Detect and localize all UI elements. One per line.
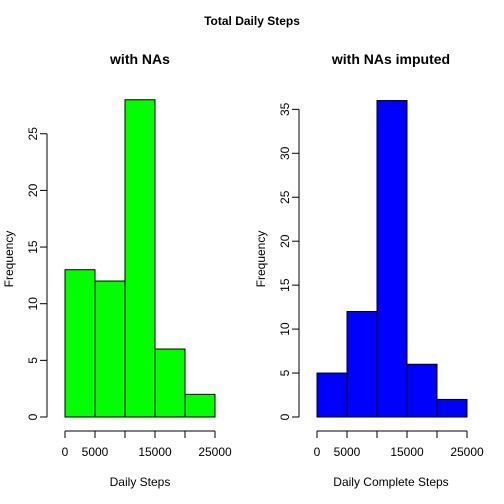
y-tick-label: 5 bbox=[26, 357, 40, 364]
y-tick-label: 0 bbox=[278, 413, 292, 420]
x-tick-label: 25000 bbox=[450, 445, 484, 459]
x-axis-label: Daily Complete Steps bbox=[333, 475, 448, 489]
x-tick-label: 15000 bbox=[390, 445, 424, 459]
x-tick-label: 5000 bbox=[82, 445, 109, 459]
histogram-bar bbox=[316, 372, 348, 418]
histogram-bar bbox=[376, 100, 408, 418]
y-tick-label: 20 bbox=[278, 234, 292, 248]
x-tick-label: 25000 bbox=[198, 445, 232, 459]
histogram-bar bbox=[124, 99, 156, 418]
y-tick-label: 10 bbox=[278, 322, 292, 336]
histogram-bar bbox=[406, 363, 438, 418]
y-tick-label: 20 bbox=[26, 183, 40, 197]
x-tick-label: 0 bbox=[62, 445, 69, 459]
y-tick-label: 15 bbox=[26, 240, 40, 254]
histogram-bar bbox=[94, 280, 126, 418]
figure-title: Total Daily Steps bbox=[204, 14, 300, 28]
histogram-bar bbox=[64, 269, 96, 418]
x-tick-label: 5000 bbox=[334, 445, 361, 459]
panel-title: with NAs imputed bbox=[331, 51, 450, 67]
histogram-with-nas: with NAs Daily Steps Frequency 0 5 10 15 20 2… bbox=[2, 51, 232, 489]
histogram-bar bbox=[184, 393, 216, 418]
panel-title: with NAs bbox=[109, 51, 170, 67]
y-tick-label: 15 bbox=[278, 278, 292, 292]
y-tick-label: 35 bbox=[278, 102, 292, 116]
y-axis-label: Frequency bbox=[2, 231, 16, 288]
histogram-bar bbox=[346, 311, 378, 418]
y-tick-label: 5 bbox=[278, 369, 292, 376]
histogram-bar bbox=[436, 398, 468, 418]
x-tick-label: 0 bbox=[314, 445, 321, 459]
y-tick-label: 30 bbox=[278, 146, 292, 160]
x-axis-label: Daily Steps bbox=[110, 475, 171, 489]
x-tick-label: 15000 bbox=[138, 445, 172, 459]
y-axis-label: Frequency bbox=[254, 231, 268, 288]
y-tick-label: 25 bbox=[26, 127, 40, 141]
y-tick-label: 10 bbox=[26, 297, 40, 311]
histogram-with-nas-imputed: with NAs imputed Daily Complete Steps Fr… bbox=[254, 51, 484, 489]
y-tick-label: 0 bbox=[26, 413, 40, 420]
y-tick-label: 25 bbox=[278, 190, 292, 204]
histogram-bar bbox=[154, 348, 186, 418]
